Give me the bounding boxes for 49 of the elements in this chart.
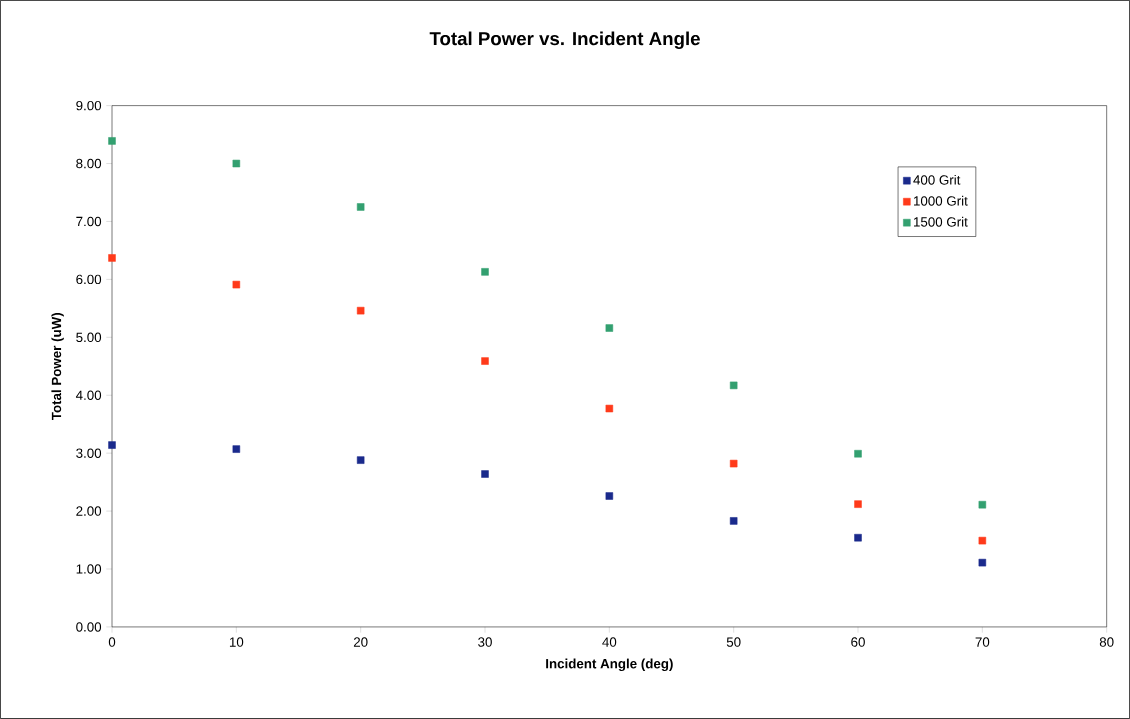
chart-title: Total Power vs. Incident Angle [429, 31, 700, 50]
y-tick-label: 6.00 [76, 274, 102, 285]
point [978, 536, 987, 545]
point [605, 404, 614, 413]
x-axis-title: Incident Angle (deg) [546, 658, 673, 672]
point [481, 470, 489, 478]
y-axis-title: Total Power (uW) [51, 313, 64, 421]
point [232, 159, 241, 168]
point [481, 268, 489, 276]
point [978, 558, 987, 567]
x-tick-label: 70 [975, 637, 990, 647]
point [356, 203, 365, 211]
y-tick-label: 4.00 [75, 390, 102, 400]
point [356, 456, 365, 464]
y-tick-label: 0.00 [76, 622, 102, 632]
legend-label: 1500 Grit [914, 216, 968, 227]
y-tick-label: 7.00 [76, 216, 102, 227]
x-tick-label: 0 [108, 637, 116, 647]
point [108, 441, 116, 449]
point [605, 324, 614, 332]
point [605, 492, 614, 500]
legend-label: 400 Grit [913, 174, 961, 185]
point [854, 534, 862, 542]
y-tick-label: 1.00 [76, 564, 102, 574]
legend-label: 1000 Grit [914, 195, 968, 206]
y-tick-label: 2.00 [76, 506, 102, 516]
point [854, 450, 862, 458]
y-tick-label: 5.00 [76, 332, 102, 343]
y-tick-label: 3.00 [76, 448, 102, 458]
point [108, 254, 116, 262]
x-tick-label: 50 [726, 637, 741, 647]
point [232, 445, 241, 453]
point [978, 501, 987, 509]
x-tick-label: 30 [478, 637, 492, 647]
x-tick-label: 10 [229, 637, 244, 647]
point [729, 381, 738, 390]
x-tick-label: 60 [851, 637, 865, 647]
point [481, 357, 489, 365]
y-tick-label: 8.00 [76, 158, 102, 169]
point [232, 280, 241, 289]
point [356, 306, 365, 315]
y-tick-label: 9.00 [76, 100, 102, 111]
point [854, 500, 862, 508]
point [108, 137, 116, 145]
x-tick-label: 40 [602, 637, 617, 647]
point [729, 459, 738, 468]
point [729, 517, 738, 525]
x-tick-label: 20 [353, 637, 368, 647]
x-tick-label: 80 [1099, 637, 1114, 647]
